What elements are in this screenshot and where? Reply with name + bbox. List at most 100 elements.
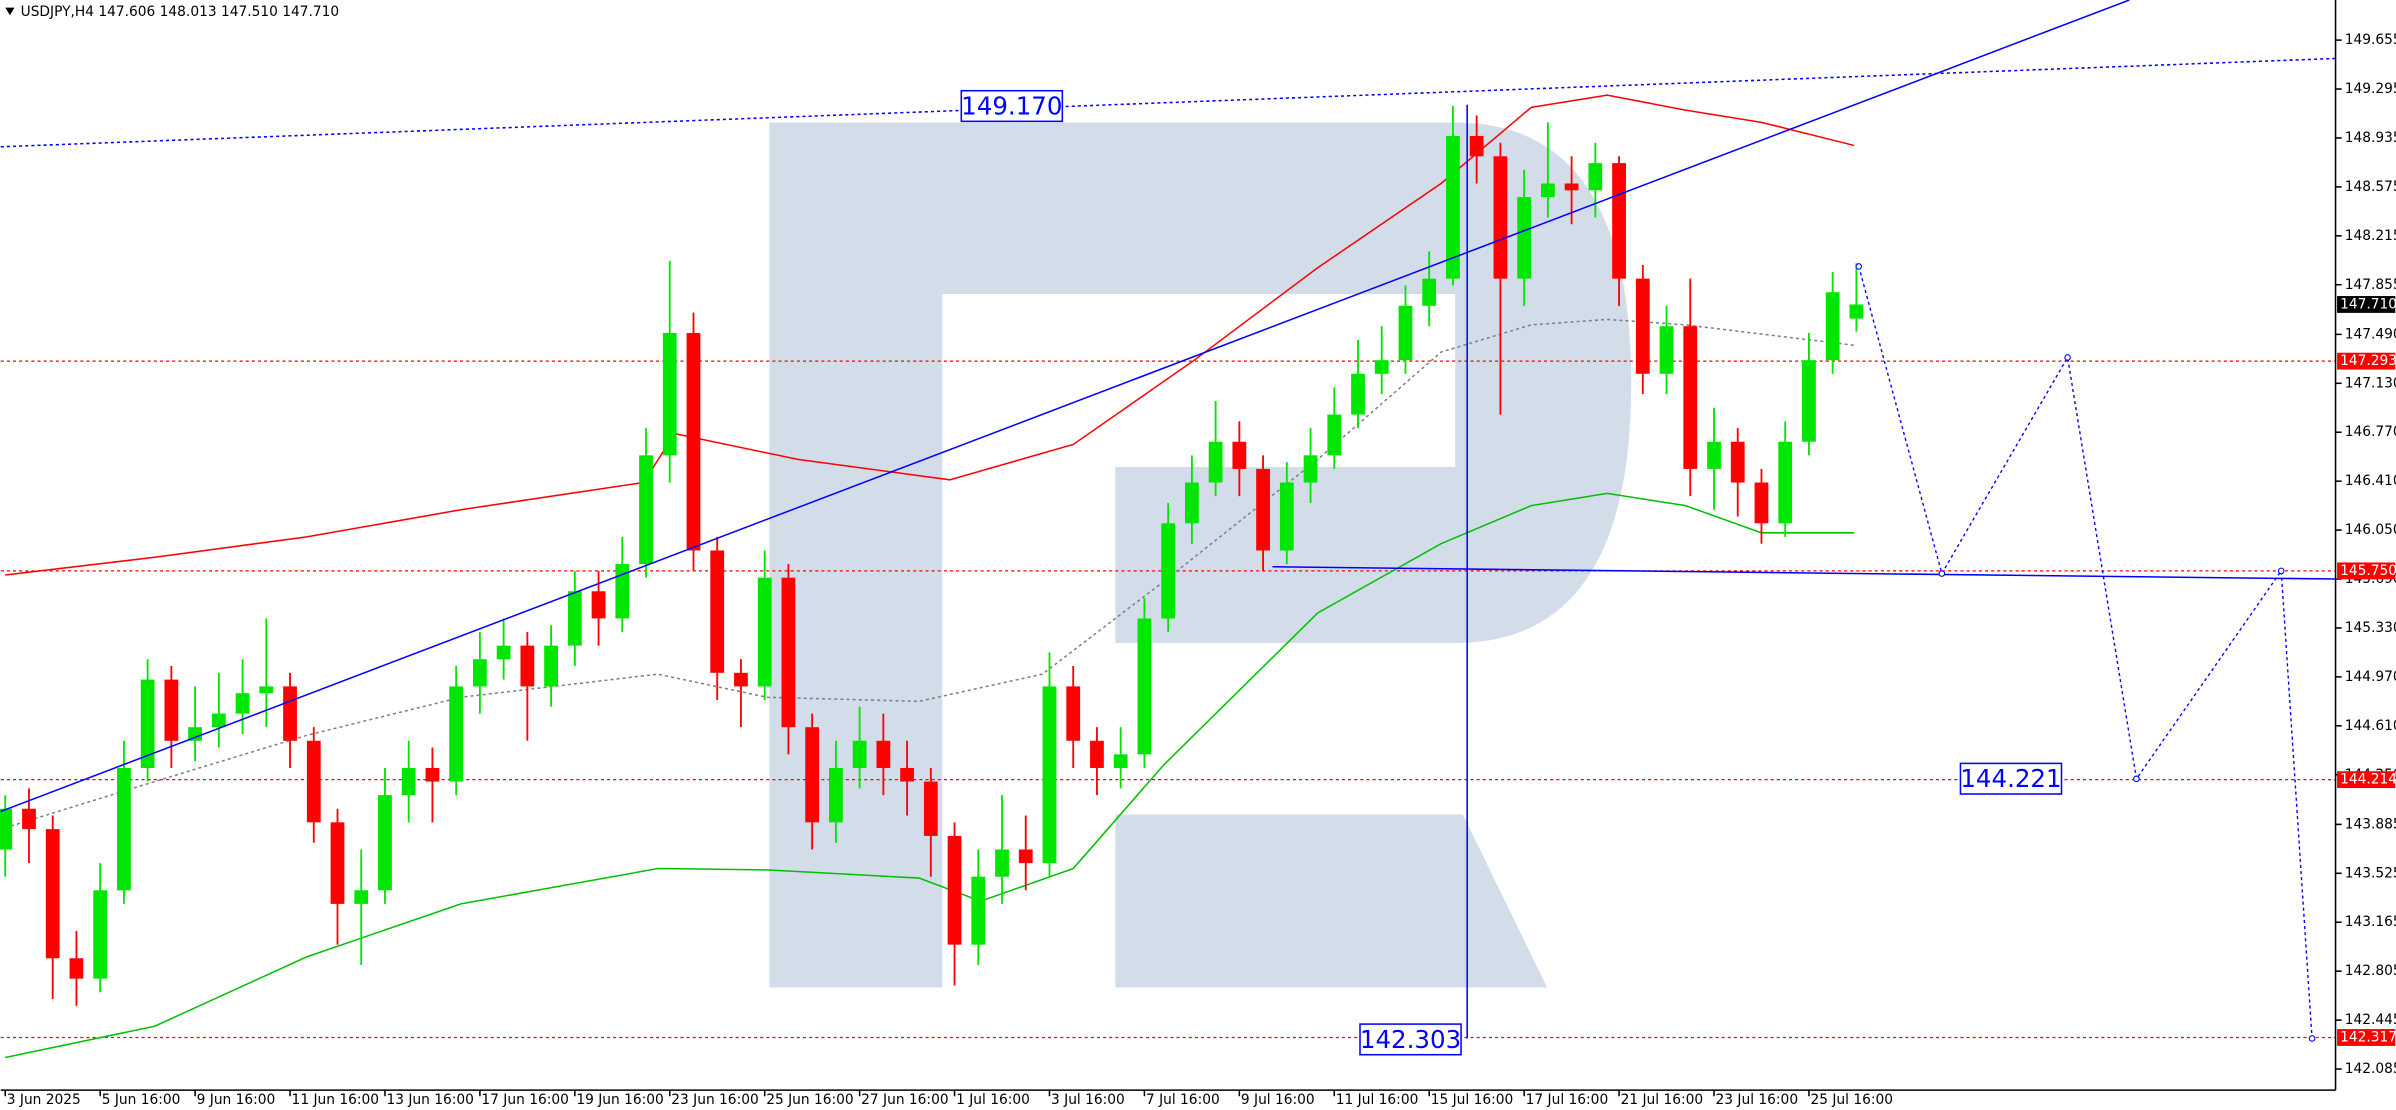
candle-body [0, 808, 13, 850]
y-tick-label: 143.885 [2345, 816, 2396, 832]
candle-body [1683, 326, 1698, 469]
forecast-point [2308, 1035, 2316, 1042]
candle-body [1042, 686, 1057, 864]
x-tick-label: 7 Jul 16:00 [1146, 1092, 1220, 1108]
y-tick-label: 144.970 [2345, 669, 2396, 685]
candle-body [401, 767, 416, 796]
candle-body [567, 591, 582, 646]
y-tick-label: 147.490 [2345, 326, 2396, 342]
x-tick-label: 9 Jun 16:00 [197, 1092, 276, 1108]
candle-body [1327, 414, 1342, 456]
watermark-leg [1115, 814, 1548, 988]
candle-body [330, 822, 345, 904]
level-label: 142.317 [2340, 1029, 2396, 1045]
candle-body [188, 727, 202, 741]
candle-body [117, 767, 131, 891]
candle-body [1659, 326, 1674, 374]
forecast-point [2064, 354, 2071, 361]
candle-body [1849, 304, 1864, 319]
candle-body [734, 672, 748, 687]
overlay-line [5, 318, 1855, 829]
x-tick-label: 21 Jul 16:00 [1621, 1092, 1704, 1108]
price-label-box [1959, 762, 2063, 795]
candle-body [22, 808, 36, 830]
price-label: 144.221 [1960, 764, 2061, 793]
candle-body [164, 679, 179, 741]
x-tick-label: 23 Jun 16:00 [671, 1092, 758, 1108]
candle-body [662, 333, 677, 456]
candle-body [1137, 618, 1152, 755]
candle-body [1374, 360, 1389, 374]
candle-body [496, 645, 511, 660]
x-tick-label: 15 Jul 16:00 [1431, 1092, 1514, 1108]
y-tick-label: 147.855 [2345, 277, 2396, 293]
candle-body [710, 550, 725, 673]
y-tick-label: 148.575 [2345, 179, 2396, 195]
level-label-bg [2337, 771, 2396, 789]
candle-body [211, 713, 226, 728]
last-price-bg [2337, 296, 2396, 313]
candle-body [45, 829, 60, 959]
x-tick-label: 11 Jun 16:00 [292, 1092, 379, 1108]
y-tick-label: 142.085 [2345, 1061, 2396, 1077]
candle-body [1398, 305, 1413, 361]
candle-body [1066, 686, 1081, 741]
x-tick-label: 3 Jun 2025 [7, 1092, 81, 1108]
forecast-path [1858, 266, 2313, 1039]
candle-body [449, 686, 464, 782]
menu-triangle[interactable] [5, 7, 15, 16]
candle-body [686, 333, 701, 551]
candle-body [1540, 183, 1555, 198]
candle-body [1113, 754, 1128, 768]
y-tick-label: 143.525 [2345, 865, 2396, 881]
x-tick-label: 27 Jun 16:00 [861, 1092, 948, 1108]
level-label-bg [2337, 1029, 2396, 1046]
candle-body [1422, 278, 1437, 306]
price-label: 149.170 [961, 92, 1062, 121]
price-label-box [1359, 1023, 1462, 1056]
trend-line [1272, 566, 2336, 580]
price-label: 142.303 [1360, 1025, 1461, 1054]
candle-body [947, 835, 962, 945]
x-tick-label: 3 Jul 16:00 [1051, 1092, 1125, 1108]
forecast-point [1855, 263, 1863, 270]
candle-body [900, 767, 914, 782]
candle-body [520, 645, 535, 687]
candle-body [1802, 360, 1816, 442]
y-tick-label: 146.050 [2345, 522, 2396, 538]
candle-body [1730, 441, 1745, 483]
x-tick-label: 25 Jun 16:00 [766, 1092, 853, 1108]
last-price-label: 147.710 [2340, 296, 2396, 312]
x-tick-label: 17 Jun 16:00 [481, 1092, 568, 1108]
candle-body [1517, 197, 1532, 279]
x-tick-label: 9 Jul 16:00 [1241, 1092, 1315, 1108]
level-label: 144.214 [2340, 772, 2396, 788]
candle-body [1303, 455, 1318, 483]
overlay-line [5, 94, 1855, 576]
y-tick-label: 148.215 [2345, 228, 2396, 244]
candle-body [544, 645, 558, 687]
overlay-line [5, 492, 1855, 1059]
candle-body [1825, 292, 1840, 361]
candle-body [283, 686, 297, 741]
price-label-box [960, 89, 1064, 123]
candle-body [69, 958, 84, 979]
candle-body [1635, 278, 1650, 374]
x-tick-label: 17 Jul 16:00 [1526, 1092, 1609, 1108]
level-label: 145.750 [2340, 563, 2396, 579]
candle-body [1446, 135, 1460, 279]
y-tick-label: 142.805 [2345, 963, 2396, 979]
y-tick-label: 144.610 [2345, 718, 2396, 734]
x-tick-label: 25 Jul 16:00 [1810, 1092, 1893, 1108]
y-tick-label: 143.165 [2345, 914, 2396, 930]
candle-body [876, 740, 891, 768]
watermark-r [769, 122, 1632, 988]
candle-body [1090, 740, 1104, 768]
candle-body [805, 727, 820, 823]
y-tick-label: 149.295 [2345, 81, 2396, 97]
candle-body [615, 564, 630, 619]
y-tick-label: 145.330 [2345, 620, 2396, 636]
plot: 149.170 142.303 144.221 [0, 0, 2336, 1059]
candle-body [1279, 482, 1294, 551]
